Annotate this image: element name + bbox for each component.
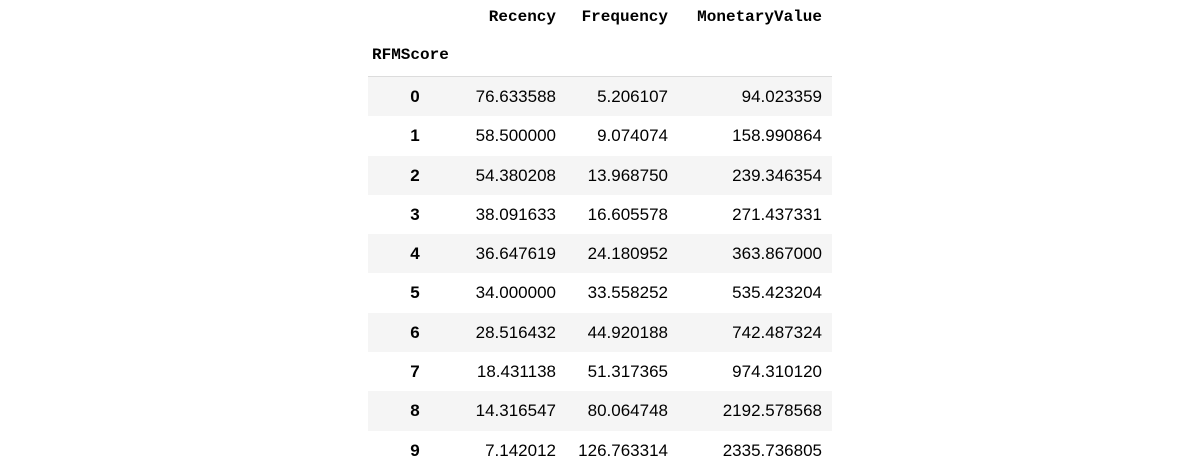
recency-cell: 76.633588 <box>475 87 556 106</box>
monetaryvalue-cell: 271.437331 <box>732 204 822 224</box>
row-index-cell: 9 <box>410 440 420 460</box>
table-row: 4 36.647619 24.180952 363.867000 <box>368 234 832 274</box>
recency-cell: 7.142012 <box>485 440 556 460</box>
recency-cell: 38.091633 <box>475 204 556 224</box>
frequency-cell: 5.206107 <box>597 87 668 106</box>
column-header-monetaryvalue: MonetaryValue <box>697 8 822 26</box>
monetaryvalue-cell: 94.023359 <box>741 87 822 106</box>
frequency-cell: 80.064748 <box>587 401 668 421</box>
frequency-cell: 33.558252 <box>587 283 668 303</box>
frequency-cell: 126.763314 <box>578 440 668 460</box>
row-index-cell: 0 <box>410 87 420 106</box>
index-name-row: RFMScore <box>368 38 832 77</box>
table-row: 9 7.142012 126.763314 2335.736805 <box>368 431 832 470</box>
monetaryvalue-cell: 239.346354 <box>732 165 822 185</box>
table-row: 0 76.633588 5.206107 94.023359 <box>368 77 832 117</box>
frequency-cell: 13.968750 <box>587 165 668 185</box>
frequency-cell: 24.180952 <box>587 244 668 264</box>
table-row: 5 34.000000 33.558252 535.423204 <box>368 273 832 312</box>
table-body: 0 76.633588 5.206107 94.023359 1 58.500000 9.0… <box>368 77 832 470</box>
monetaryvalue-cell: 742.487324 <box>732 322 822 342</box>
frequency-cell: 51.317365 <box>587 362 668 382</box>
table-row: 2 54.380208 13.968750 239.346354 <box>368 155 832 195</box>
row-index-cell: 4 <box>410 244 420 264</box>
recency-cell: 54.380208 <box>475 165 556 185</box>
rfm-dataframe-table: Recency Frequency MonetaryValue RFMScore… <box>368 0 832 470</box>
monetaryvalue-cell: 2192.578568 <box>722 401 822 421</box>
monetaryvalue-cell: 535.423204 <box>732 283 822 303</box>
monetaryvalue-cell: 974.310120 <box>732 362 822 382</box>
monetaryvalue-cell: 363.867000 <box>732 244 822 264</box>
table-row: 7 18.431138 51.317365 974.310120 <box>368 352 832 391</box>
recency-cell: 28.516432 <box>475 322 556 342</box>
column-header-frequency: Frequency <box>581 8 668 26</box>
column-header-recency: Recency <box>488 8 556 26</box>
recency-cell: 34.000000 <box>475 283 556 303</box>
column-header-row: Recency Frequency MonetaryValue <box>368 0 832 38</box>
row-index-cell: 6 <box>410 322 420 342</box>
recency-cell: 18.431138 <box>476 362 556 382</box>
frequency-cell: 16.605578 <box>587 204 668 224</box>
index-name-label: RFMScore <box>372 46 449 64</box>
table-row: 8 14.316547 80.064748 2192.578568 <box>368 391 832 431</box>
row-index-cell: 1 <box>410 126 420 146</box>
row-index-cell: 2 <box>410 165 420 185</box>
table-row: 6 28.516432 44.920188 742.487324 <box>368 312 832 353</box>
row-index-cell: 7 <box>410 362 420 382</box>
row-index-cell: 8 <box>410 401 420 421</box>
table-row: 3 38.091633 16.605578 271.437331 <box>368 195 832 234</box>
monetaryvalue-cell: 2335.736805 <box>722 440 822 460</box>
recency-cell: 36.647619 <box>475 244 556 264</box>
frequency-cell: 44.920188 <box>587 322 668 342</box>
table-row: 1 58.500000 9.074074 158.990864 <box>368 116 832 155</box>
row-index-cell: 5 <box>410 283 420 303</box>
recency-cell: 58.500000 <box>475 126 556 146</box>
frequency-cell: 9.074074 <box>597 126 668 146</box>
recency-cell: 14.316547 <box>475 401 556 421</box>
row-index-cell: 3 <box>410 204 420 224</box>
monetaryvalue-cell: 158.990864 <box>732 126 822 146</box>
